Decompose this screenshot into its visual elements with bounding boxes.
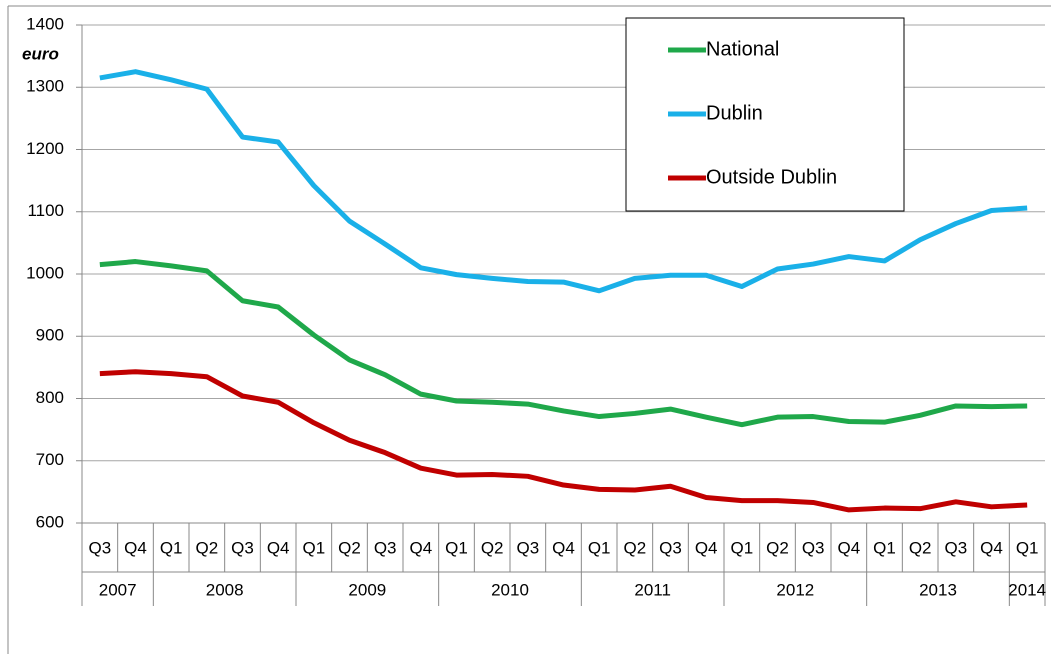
y-tick-label: 1300	[26, 77, 64, 96]
x-tick-label: Q4	[124, 538, 147, 557]
series-line	[99, 69, 1028, 294]
series-line	[99, 369, 1028, 513]
year-label: 2014	[1008, 580, 1046, 599]
x-tick-label: Q2	[766, 538, 789, 557]
series-line	[99, 259, 1028, 428]
x-tick-label: Q3	[374, 538, 397, 557]
y-axis-label: euro	[22, 44, 59, 63]
legend-label: National	[706, 38, 779, 60]
x-tick-label: Q3	[802, 538, 825, 557]
year-label: 2007	[99, 580, 137, 599]
y-tick-label: 900	[36, 326, 64, 345]
year-label: 2012	[776, 580, 814, 599]
x-tick-label: Q3	[88, 538, 111, 557]
x-tick-label: Q1	[730, 538, 753, 557]
year-label: 2008	[206, 580, 244, 599]
y-tick-label: 1000	[26, 263, 64, 282]
y-tick-label: 1200	[26, 139, 64, 158]
x-tick-label: Q3	[231, 538, 254, 557]
x-tick-label: Q4	[409, 538, 432, 557]
y-tick-label: 1100	[27, 201, 64, 220]
x-tick-label: Q3	[944, 538, 967, 557]
y-tick-label: 800	[36, 388, 64, 407]
x-tick-label: Q4	[695, 538, 718, 557]
x-tick-label: Q1	[160, 538, 183, 557]
legend-label: Outside Dublin	[706, 166, 837, 188]
year-label: 2013	[919, 580, 957, 599]
x-tick-label: Q2	[909, 538, 932, 557]
y-tick-label: 700	[36, 450, 64, 469]
year-label: 2010	[491, 580, 529, 599]
x-tick-label: Q4	[267, 538, 290, 557]
x-tick-label: Q2	[338, 538, 361, 557]
x-tick-label: Q2	[481, 538, 504, 557]
x-tick-label: Q4	[980, 538, 1003, 557]
x-tick-label: Q3	[659, 538, 682, 557]
x-tick-label: Q4	[837, 538, 860, 557]
x-tick-label: Q1	[588, 538, 611, 557]
x-tick-label: Q1	[1016, 538, 1039, 557]
y-tick-label: 600	[36, 512, 64, 531]
x-tick-label: Q1	[445, 538, 468, 557]
x-tick-label: Q1	[873, 538, 896, 557]
x-tick-label: Q1	[302, 538, 325, 557]
year-label: 2009	[348, 580, 386, 599]
x-tick-label: Q2	[623, 538, 646, 557]
year-label: 2011	[634, 580, 671, 599]
y-tick-label: 1400	[26, 14, 64, 33]
x-tick-label: Q3	[516, 538, 539, 557]
x-tick-label: Q4	[552, 538, 575, 557]
x-tick-label: Q2	[195, 538, 218, 557]
legend-label: Dublin	[706, 102, 763, 124]
